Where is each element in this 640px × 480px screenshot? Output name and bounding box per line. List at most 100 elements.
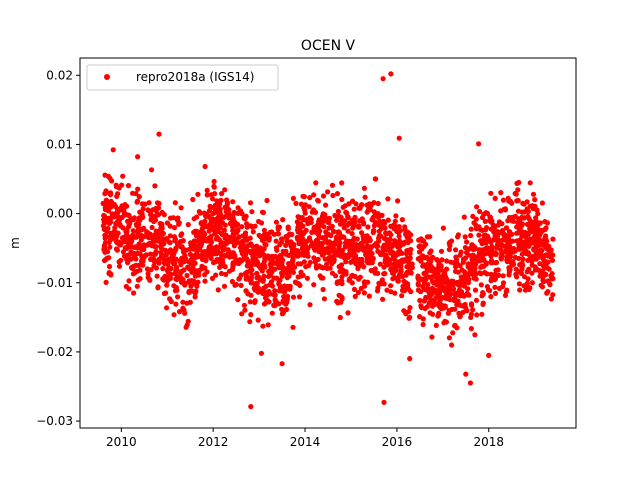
data-point	[376, 228, 382, 234]
data-point	[241, 302, 247, 308]
data-point	[229, 278, 235, 285]
data-point	[526, 286, 532, 292]
data-point	[219, 220, 226, 226]
data-point	[288, 267, 294, 273]
data-point	[269, 310, 275, 316]
data-point	[117, 242, 123, 248]
data-point	[505, 195, 511, 201]
data-point	[110, 147, 116, 153]
data-point	[381, 264, 387, 270]
data-point	[294, 234, 300, 241]
data-point	[377, 261, 383, 267]
data-point	[477, 208, 483, 215]
data-point	[539, 284, 546, 290]
data-point	[460, 256, 467, 262]
data-point	[380, 76, 386, 82]
data-point	[336, 213, 342, 219]
data-point	[194, 214, 200, 220]
data-point	[331, 229, 337, 235]
data-point	[193, 288, 199, 294]
data-point	[396, 135, 402, 141]
data-point	[232, 220, 238, 226]
data-point	[514, 230, 520, 236]
data-point	[517, 216, 524, 222]
data-point	[403, 232, 409, 238]
data-point	[540, 256, 547, 262]
data-point	[313, 265, 320, 271]
data-point	[528, 219, 534, 225]
data-point	[449, 342, 455, 348]
x-tick-label: 2010	[106, 435, 137, 449]
data-point	[226, 239, 232, 245]
data-point	[145, 207, 151, 213]
data-point	[375, 285, 381, 291]
data-point	[334, 252, 341, 258]
data-point	[461, 214, 467, 220]
data-point	[396, 233, 402, 239]
data-point	[434, 288, 440, 294]
data-point	[212, 191, 218, 197]
data-point	[247, 200, 254, 206]
data-point	[483, 227, 489, 233]
data-point	[396, 274, 402, 280]
data-point	[179, 231, 185, 237]
data-point	[192, 273, 198, 279]
data-point	[504, 287, 510, 293]
data-point	[535, 211, 541, 217]
data-point	[388, 283, 394, 289]
data-point	[134, 199, 140, 205]
y-axis-label: m	[8, 237, 22, 249]
data-point	[271, 231, 277, 237]
data-point	[175, 294, 181, 300]
data-point	[252, 298, 258, 304]
data-point	[222, 253, 229, 259]
data-point	[390, 270, 396, 276]
data-point	[527, 180, 533, 186]
data-point	[254, 251, 260, 257]
data-point	[362, 283, 368, 289]
data-point	[108, 272, 114, 278]
data-point	[534, 219, 540, 225]
data-point	[190, 196, 196, 203]
data-point	[137, 217, 143, 223]
data-point	[265, 231, 271, 238]
data-point	[230, 261, 236, 268]
data-point	[293, 200, 299, 206]
data-point	[483, 251, 489, 257]
data-point	[549, 257, 556, 263]
data-point	[529, 203, 536, 209]
data-point	[395, 198, 401, 204]
data-point	[399, 287, 406, 293]
data-point	[524, 199, 530, 205]
data-point	[517, 244, 523, 251]
data-point	[450, 330, 456, 336]
data-point	[363, 252, 369, 258]
data-point	[326, 232, 332, 238]
data-point	[218, 197, 224, 203]
data-point	[496, 272, 502, 278]
data-point	[457, 263, 463, 269]
data-point	[346, 220, 352, 226]
data-point	[113, 221, 119, 227]
data-point	[377, 218, 383, 224]
data-point	[313, 180, 319, 186]
data-point	[208, 255, 214, 261]
data-point	[124, 212, 131, 218]
data-point	[399, 217, 405, 223]
data-point	[492, 284, 498, 290]
data-point	[311, 192, 317, 198]
data-point	[155, 284, 161, 290]
data-point	[135, 277, 141, 283]
axes-frame	[79, 57, 577, 429]
data-point	[273, 219, 279, 225]
data-point	[436, 310, 442, 316]
data-point	[550, 276, 556, 282]
data-point	[253, 281, 259, 287]
chart-title: OCEN V	[301, 38, 356, 54]
data-point	[495, 267, 501, 273]
data-point	[236, 234, 242, 240]
data-point	[167, 223, 173, 229]
data-point	[395, 250, 401, 256]
data-point	[202, 231, 208, 237]
data-point	[128, 236, 134, 242]
